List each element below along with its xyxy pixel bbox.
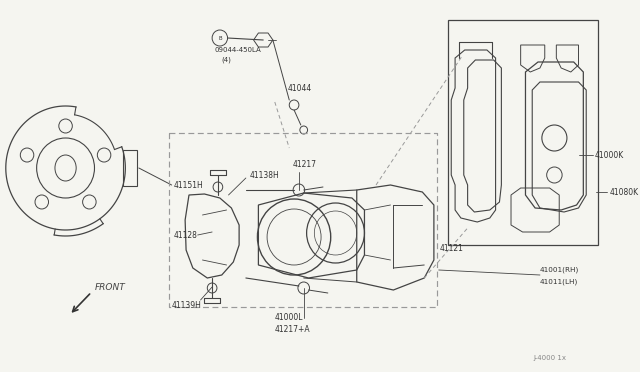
Text: 41000K: 41000K [595, 151, 624, 160]
Text: 09044-450LA: 09044-450LA [214, 47, 260, 53]
Text: FRONT: FRONT [95, 282, 125, 292]
Text: 41138H: 41138H [250, 170, 280, 180]
Text: 41217+A: 41217+A [275, 326, 310, 334]
Text: 41044: 41044 [287, 83, 312, 93]
Text: 41121: 41121 [440, 244, 463, 253]
Text: J-4000 1x: J-4000 1x [533, 355, 566, 361]
Text: 41001(RH): 41001(RH) [540, 267, 579, 273]
Text: 41151H: 41151H [173, 180, 204, 189]
Text: 41217: 41217 [292, 160, 316, 169]
Text: 41011(LH): 41011(LH) [540, 279, 578, 285]
Text: 41139H: 41139H [172, 301, 202, 310]
Text: 41000L: 41000L [275, 312, 303, 321]
Bar [449, 20, 598, 245]
Text: B: B [218, 35, 221, 41]
Text: (4): (4) [222, 57, 232, 63]
Text: 41080K: 41080K [609, 187, 639, 196]
Text: 41128: 41128 [173, 231, 197, 240]
